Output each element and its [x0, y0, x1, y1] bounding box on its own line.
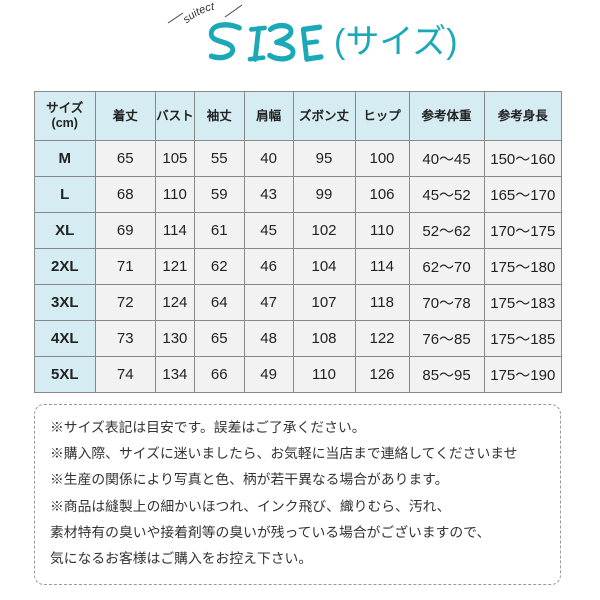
svg-text:suitect: suitect	[181, 1, 216, 26]
svg-text:(サイズ): (サイズ)	[334, 23, 458, 61]
